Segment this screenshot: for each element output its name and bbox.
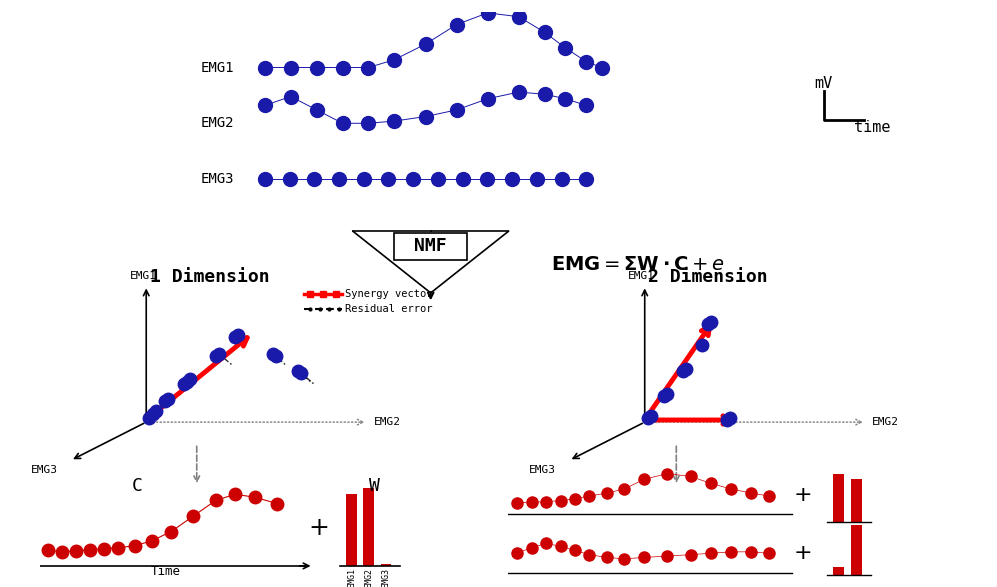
Text: +: + — [794, 543, 812, 564]
Text: mV: mV — [815, 76, 832, 91]
Text: C: C — [133, 477, 143, 495]
Text: EMG2: EMG2 — [374, 417, 401, 427]
Text: Residual error: Residual error — [345, 304, 433, 314]
Text: 1 Dimension: 1 Dimension — [150, 268, 269, 286]
Text: EMG3: EMG3 — [529, 465, 556, 475]
Text: EMG2: EMG2 — [364, 568, 374, 587]
Text: EMG2: EMG2 — [872, 417, 899, 427]
Text: EMG1: EMG1 — [200, 60, 233, 75]
Bar — [364, 488, 374, 566]
Text: EMG1: EMG1 — [628, 271, 655, 281]
Text: $\mathbf{EMG} = \mathbf{\Sigma W \cdot C} + \mathit{e}$: $\mathbf{EMG} = \mathbf{\Sigma W \cdot C… — [551, 255, 725, 274]
Text: Time: Time — [151, 565, 180, 578]
Text: EMG3: EMG3 — [31, 465, 58, 475]
FancyBboxPatch shape — [395, 233, 467, 260]
Bar — [346, 494, 357, 566]
Bar — [833, 567, 843, 575]
Bar — [381, 564, 392, 566]
Text: EMG1: EMG1 — [130, 271, 157, 281]
Text: NMF: NMF — [415, 238, 447, 255]
Text: 2 Dimension: 2 Dimension — [648, 268, 768, 286]
Text: W: W — [369, 477, 380, 495]
Text: EMG3: EMG3 — [200, 172, 233, 186]
Text: +: + — [794, 484, 812, 505]
Bar — [851, 479, 861, 522]
Text: EMG2: EMG2 — [200, 116, 233, 130]
Text: EMG3: EMG3 — [382, 568, 391, 587]
Bar — [851, 525, 861, 575]
Text: time: time — [854, 120, 890, 135]
Text: Synergy vector: Synergy vector — [345, 289, 433, 299]
Bar — [833, 474, 843, 522]
Text: EMG1: EMG1 — [347, 568, 356, 587]
Text: +: + — [309, 517, 329, 540]
